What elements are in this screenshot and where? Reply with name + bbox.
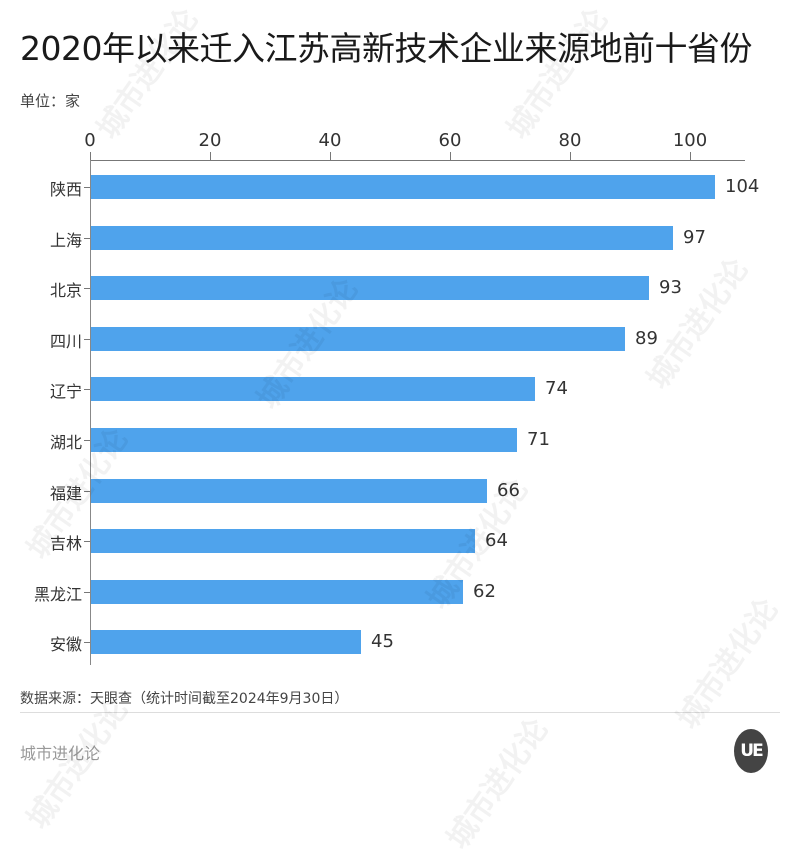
bar (91, 276, 649, 301)
brand-name: 城市进化论 (20, 744, 101, 763)
y-tick-mark (84, 389, 90, 391)
y-tick-mark (84, 642, 90, 644)
x-tick-label: 80 (558, 130, 582, 151)
x-tick-mark (210, 152, 211, 160)
y-tick-mark (84, 490, 90, 492)
chart: 2020年以来迁入江苏高新技术企业来源地前十省份 单位：家 0 20 40 60 80 1… (20, 3, 786, 855)
y-axis-line (90, 160, 91, 665)
bar-value-label: 62 (473, 580, 496, 602)
y-category-label: 福建 (49, 483, 82, 503)
y-tick-mark (84, 237, 90, 239)
bar-value-label: 97 (683, 226, 706, 248)
bar (91, 377, 535, 402)
y-category-label: 北京 (49, 281, 82, 301)
y-category-label: 湖北 (49, 433, 82, 452)
bar (91, 630, 361, 655)
bar-value-label: 71 (527, 429, 550, 450)
x-tick-label: 40 (318, 130, 342, 151)
x-tick-label: 20 (198, 130, 222, 151)
y-tick-mark (84, 541, 90, 543)
bar (91, 175, 715, 199)
y-category-label: 陕西 (49, 180, 82, 199)
data-source-note: 数据来源：天眼查（统计时间截至2024年9月30日） (20, 691, 349, 707)
x-tick-label: 100 (672, 130, 708, 151)
bar (91, 326, 625, 351)
bar (91, 428, 517, 452)
bar (91, 478, 487, 503)
bar (91, 579, 463, 604)
bar-value-label: 89 (635, 327, 658, 349)
bar-value-label: 74 (545, 378, 568, 400)
x-tick-label: 60 (438, 130, 462, 151)
bar (91, 225, 673, 250)
footer-divider (20, 712, 780, 713)
x-tick-mark (450, 152, 451, 160)
watermark: 城市进化论 (440, 712, 556, 856)
unit-label: 单位：家 (20, 92, 81, 110)
brand-logo-icon: UE (734, 729, 768, 773)
y-tick-mark (84, 288, 90, 290)
y-tick-mark (84, 187, 90, 188)
bar-value-label: 64 (485, 530, 508, 552)
y-category-label: 吉林 (49, 534, 82, 554)
bar-value-label: 93 (659, 277, 682, 299)
y-tick-mark (84, 591, 90, 593)
x-tick-mark (90, 152, 91, 160)
bar-value-label: 66 (497, 479, 520, 501)
x-axis-line (90, 160, 745, 161)
chart-title: 2020年以来迁入江苏高新技术企业来源地前十省份 (20, 29, 752, 68)
bar-value-label: 45 (371, 631, 394, 653)
bar (91, 529, 475, 554)
y-tick-mark (84, 338, 90, 340)
y-category-label: 黑龙江 (33, 584, 82, 604)
y-category-label: 安徽 (49, 635, 82, 655)
x-tick-mark (570, 152, 571, 160)
bar-value-label: 104 (725, 176, 760, 197)
y-category-label: 辽宁 (49, 382, 82, 402)
y-category-label: 四川 (49, 331, 82, 351)
x-tick-mark (690, 152, 691, 160)
x-tick-mark (330, 152, 331, 160)
y-tick-mark (84, 440, 90, 441)
y-category-label: 上海 (49, 230, 82, 250)
watermark: 城市进化论 (640, 252, 756, 396)
x-tick-label: 0 (84, 130, 96, 151)
watermark: 城市进化论 (670, 592, 786, 736)
